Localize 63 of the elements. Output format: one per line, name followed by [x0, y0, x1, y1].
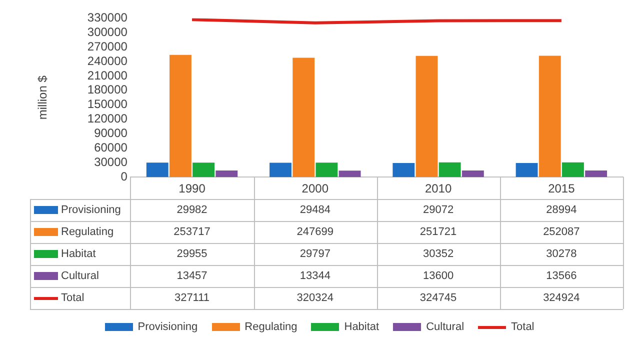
- y-tick-label: 120000: [87, 112, 128, 126]
- bar: [316, 162, 338, 177]
- bar: [462, 170, 484, 177]
- data-label: 251721: [418, 225, 458, 239]
- data-label: 29982: [176, 203, 208, 217]
- bar: [392, 163, 415, 177]
- bar: [338, 170, 361, 177]
- data-label: 28994: [545, 203, 578, 217]
- bar: [538, 56, 561, 177]
- y-tick-label: 300000: [87, 24, 128, 39]
- text: Habitat: [344, 321, 380, 333]
- data-label: 324924: [542, 291, 581, 305]
- data-label: 324745: [418, 291, 458, 305]
- bar: [416, 56, 438, 177]
- legend-label: Total: [61, 291, 84, 305]
- legend-label: Regulating: [61, 225, 114, 239]
- data-label: 29484: [298, 203, 332, 217]
- data-label: 13600: [422, 269, 455, 283]
- y-tick-label: 270000: [87, 39, 128, 54]
- bar: [146, 162, 168, 177]
- bar: [516, 163, 538, 177]
- x-tick-label: 2015: [548, 182, 576, 196]
- legend-label: Cultural: [426, 321, 464, 333]
- text: Cultural: [61, 270, 99, 282]
- data-label: 13344: [298, 269, 332, 283]
- text: Regulating: [244, 321, 298, 333]
- y-axis-title: million $: [36, 75, 50, 120]
- bar: [292, 58, 315, 177]
- text: Total: [511, 321, 534, 333]
- data-label: 29797: [298, 247, 332, 261]
- bar: [270, 162, 292, 177]
- data-label: 13457: [176, 269, 208, 283]
- x-tick-label: 1990: [178, 182, 206, 196]
- bar: [170, 54, 192, 177]
- data-label: 30278: [545, 247, 578, 261]
- y-tick-label: 240000: [87, 54, 128, 68]
- bar: [192, 162, 215, 177]
- bar: [585, 170, 608, 177]
- bar: [562, 162, 584, 177]
- y-tick-label: 30000: [94, 154, 128, 169]
- y-tick-label: 0: [120, 169, 128, 184]
- data-label: 29955: [176, 247, 208, 261]
- data-label: 320324: [296, 291, 334, 305]
- data-label: 327111: [173, 291, 211, 305]
- y-tick-label: 90000: [94, 126, 128, 140]
- y-tick-label: 150000: [87, 97, 128, 112]
- data-label: 13566: [545, 269, 578, 283]
- y-tick-label: 180000: [87, 82, 128, 97]
- data-label: 247699: [296, 225, 334, 239]
- y-tick-label: 60000: [94, 140, 128, 154]
- y-tick-label: 210000: [87, 68, 128, 82]
- bar: [216, 170, 238, 177]
- data-label: 30352: [422, 247, 455, 261]
- data-label: 29072: [422, 203, 455, 217]
- x-tick-label: 2010: [424, 182, 452, 196]
- x-tick-label: 2000: [302, 182, 329, 196]
- data-label: 253717: [172, 225, 212, 239]
- legend-label: Habitat: [61, 247, 96, 261]
- text: Provisioning: [138, 321, 198, 333]
- legend-label: Provisioning: [61, 203, 121, 217]
- bar: [438, 162, 461, 177]
- y-tick-label: 330000: [87, 10, 128, 25]
- data-label: 252087: [542, 225, 581, 239]
